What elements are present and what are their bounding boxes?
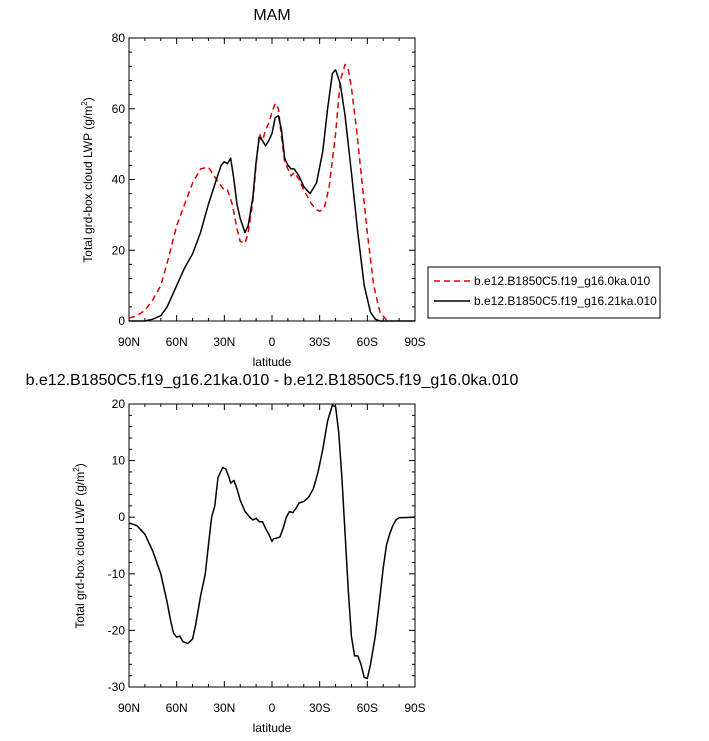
top-series-line-1 <box>129 69 415 322</box>
bottom-ylabel-tail: ) <box>73 463 87 467</box>
top-xtick-label: 30N <box>213 335 235 349</box>
bottom-ylabel: Total grd-box cloud LWP (g/m2) <box>72 463 87 628</box>
top-ytick-label: 60 <box>112 102 126 116</box>
legend-label-21ka: b.e12.B1850C5.f19_g16.21ka.010 <box>474 294 657 308</box>
bottom-xtick-label: 0 <box>269 701 276 715</box>
bottom-xtick-label: 30N <box>213 701 235 715</box>
top-ylabel-tail: ) <box>81 97 95 101</box>
bottom-ytick-label: 10 <box>112 454 126 468</box>
bottom-series-lines <box>128 404 416 680</box>
top-series-lines <box>128 63 415 322</box>
bottom-ylabel-sup: 2 <box>72 467 81 472</box>
top-ylabel-main: Total grd-box cloud LWP (g/m <box>81 106 95 263</box>
bottom-ytick-label: 0 <box>118 510 125 524</box>
bottom-xtick-label: 90S <box>404 701 425 715</box>
top-xtick-label: 0 <box>269 335 276 349</box>
top-xtick-label: 90N <box>118 335 140 349</box>
bottom-ytick-label: -10 <box>108 567 126 581</box>
top-xtick-label: 90S <box>404 335 425 349</box>
bottom-panel: b.e12.B1850C5.f19_g16.21ka.010 - b.e12.B… <box>26 372 519 735</box>
top-ytick-label: 0 <box>118 314 125 328</box>
top-xtick-label: 60S <box>357 335 378 349</box>
bottom-xtick-label: 60S <box>357 701 378 715</box>
bottom-ytick-label: -20 <box>108 623 126 637</box>
top-xtick-label: 30S <box>309 335 330 349</box>
bottom-chart-title: b.e12.B1850C5.f19_g16.21ka.010 - b.e12.B… <box>26 372 519 389</box>
bottom-xtick-label: 30S <box>309 701 330 715</box>
bottom-xtick-label: 60N <box>166 701 188 715</box>
top-chart-title: MAM <box>253 7 290 24</box>
legend-label-0ka: b.e12.B1850C5.f19_g16.0ka.010 <box>474 274 650 288</box>
bottom-xlabel: latitude <box>253 721 292 735</box>
top-xtick-label: 60N <box>166 335 188 349</box>
legend-box <box>427 266 661 319</box>
top-axis-ticks: 90N 60N 30N 0 30S 60S 90S 0 20 40 60 80 <box>112 31 426 349</box>
bottom-axis-ticks: 90N 60N 30N 0 30S 60S 90S -30 -20 -10 0 10 20 <box>108 397 426 715</box>
bottom-ytick-label: -30 <box>108 680 126 694</box>
top-ylabel: Total grd-box cloud LWP (g/m2) <box>80 97 95 262</box>
legend: b.e12.B1850C5.f19_g16.0ka.010 b.e12.B185… <box>427 266 661 319</box>
top-ytick-label: 80 <box>112 31 126 45</box>
bottom-ytick-label: 20 <box>112 397 126 411</box>
top-xlabel: latitude <box>253 355 292 369</box>
top-panel: MAM 90N 60N 30N 0 30S 60S 90S 0 20 40 60 80 latitud… <box>80 7 661 369</box>
top-series-line-0 <box>128 63 392 322</box>
bottom-ylabel-main: Total grd-box cloud LWP (g/m <box>73 472 87 629</box>
bottom-plot-frame <box>128 403 416 688</box>
top-ylabel-sup: 2 <box>80 101 89 106</box>
bottom-series-line-0 <box>128 404 416 680</box>
top-ytick-label: 20 <box>112 243 126 257</box>
top-ytick-label: 40 <box>112 173 126 187</box>
bottom-xtick-label: 90N <box>118 701 140 715</box>
